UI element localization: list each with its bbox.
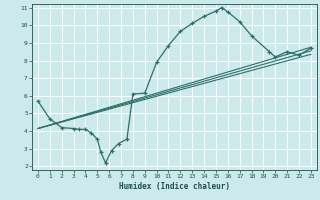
X-axis label: Humidex (Indice chaleur): Humidex (Indice chaleur) bbox=[119, 182, 230, 191]
